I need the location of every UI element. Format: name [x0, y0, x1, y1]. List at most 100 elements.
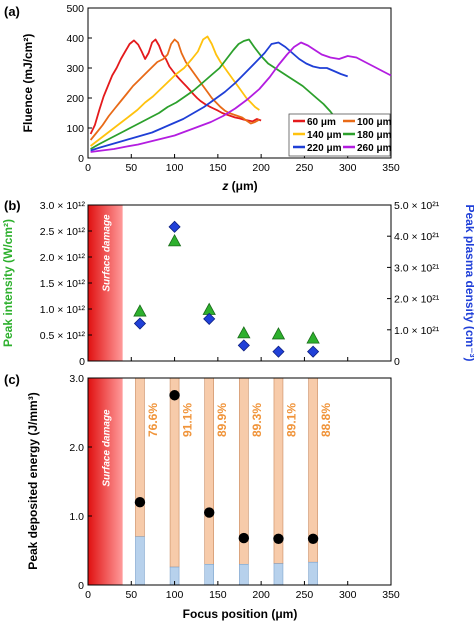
- x-axis-label-z-symbol: z: [221, 179, 228, 193]
- y-tick-label-c: 2.0: [69, 442, 84, 454]
- y-right-tick-label-b: 3.0 × 10²¹: [394, 262, 440, 274]
- deposited-energy-point: [134, 497, 146, 508]
- deposited-energy-chart: (c) Surface damage 0 1.0 2.0 3.0 0 50 100 150 2…: [4, 372, 400, 621]
- y-tick-label-a: 500: [66, 3, 84, 15]
- plot-area-c: [87, 377, 392, 586]
- percent-label: 89.1%: [284, 403, 298, 437]
- y-axis-label-plasma-density: Peak plasma density (cm⁻³): [463, 204, 474, 361]
- y-tick-label-a: 200: [66, 93, 84, 105]
- intensity-point: [167, 234, 182, 247]
- deposited-energy-point: [204, 507, 215, 518]
- panel-label-a: (a): [4, 4, 20, 19]
- surface-damage-region-c: [88, 378, 123, 585]
- panel-label-b: (b): [4, 198, 21, 213]
- percent-label: 89.9%: [215, 403, 229, 437]
- surface-damage-label-c: Surface damage: [101, 409, 112, 487]
- intensity-density-chart: (b) Surface damage 0 0.5 × 10¹² 1.0 × 10¹²…: [1, 198, 474, 368]
- y-axis-label-fluence: Fluence (mJ/cm²): [21, 34, 35, 133]
- legend-entry: 100 μm: [357, 117, 392, 128]
- y-left-tick-label-b: 0.5 × 10¹²: [40, 330, 86, 342]
- x-tick-label-c: 0: [85, 589, 91, 601]
- panel-label-c: (c): [4, 372, 20, 387]
- y-left-tick-label-b: 1.0 × 10¹²: [40, 304, 86, 316]
- percent-label: 91.1%: [181, 403, 195, 437]
- bar-lower-segment: [308, 561, 318, 586]
- x-tick-label-a: 100: [166, 162, 184, 174]
- x-tick-label-a: 50: [125, 162, 137, 174]
- plasma-density-point: [237, 339, 250, 352]
- y-tick-label-c: 1.0: [69, 511, 84, 523]
- y-axis-label-deposited-energy: Peak deposited energy (J/mm³): [26, 392, 40, 569]
- percent-label: 76.6%: [146, 403, 160, 437]
- x-tick-label-c: 100: [166, 589, 184, 601]
- y-left-tick-label-b: 1.5 × 10¹²: [40, 278, 86, 290]
- legend: 60 μm 100 μm 140 μm 180 μm 220 μm 260 μm: [288, 113, 392, 157]
- y-right-tick-label-b: 0: [394, 356, 400, 368]
- x-axis-label-z-unit: (μm): [228, 179, 257, 193]
- bar-upper-segment: [169, 377, 180, 568]
- y-tick-label-a: 300: [66, 63, 84, 75]
- y-left-tick-label-b: 3.0 × 10¹²: [40, 200, 86, 212]
- intensity-point: [306, 331, 320, 344]
- percent-label: 89.3%: [250, 403, 264, 437]
- bar-lower-segment: [239, 563, 249, 586]
- bar-upper-segment: [135, 377, 145, 537]
- series-line-100um: [89, 38, 260, 141]
- y-left-tick-label-b: 2.0 × 10¹²: [40, 252, 86, 264]
- y-tick-label-a: 0: [78, 153, 84, 165]
- legend-entry: 140 μm: [307, 130, 342, 141]
- y-tick-label-c: 3.0: [69, 373, 84, 385]
- plasma-density-point: [307, 345, 320, 358]
- bar-lower-segment: [204, 563, 214, 586]
- legend-box: [288, 113, 391, 157]
- y-tick-label-a: 100: [66, 123, 84, 135]
- x-tick-label-c: 300: [339, 589, 357, 601]
- deposited-energy-point: [273, 533, 284, 544]
- x-tick-label-a: 300: [339, 162, 357, 174]
- fluence-chart: (a) 0 100 200 300 400 500 0 50 100 150 200 250 300 3…: [4, 3, 400, 193]
- x-axis-label-focus-position: Focus position (μm): [183, 607, 298, 621]
- bar-upper-segment: [204, 377, 214, 565]
- deposited-energy-point: [307, 533, 319, 544]
- intensity-point: [271, 327, 286, 340]
- series-line-60um: [89, 38, 262, 135]
- y-tick-label-c: 0: [78, 580, 84, 592]
- deposited-energy-point: [169, 390, 180, 401]
- y-left-tick-label-b: 0: [79, 356, 85, 368]
- legend-entry: 220 μm: [307, 143, 342, 154]
- surface-damage-label-b: Surface damage: [101, 214, 112, 292]
- bar-lower-segment: [273, 563, 284, 586]
- plasma-density-point: [203, 312, 216, 325]
- x-tick-label-a: 350: [382, 162, 400, 174]
- y-right-tick-label-b: 5.0 × 10²¹: [394, 200, 440, 212]
- y-right-tick-label-b: 1.0 × 10²¹: [394, 325, 440, 337]
- y-right-tick-label-b: 4.0 × 10²¹: [394, 231, 440, 243]
- series-line-140um: [90, 35, 260, 147]
- series-line-260um: [90, 41, 392, 153]
- x-tick-label-c: 200: [252, 589, 270, 601]
- y-right-tick-label-b: 2.0 × 10²¹: [394, 294, 440, 306]
- intensity-point: [133, 304, 147, 317]
- x-tick-label-a: 150: [209, 162, 227, 174]
- intensity-point: [237, 326, 251, 339]
- y-left-tick-label-b: 2.5 × 10¹²: [40, 226, 86, 238]
- x-tick-label-a: 200: [252, 162, 270, 174]
- x-tick-label-a: 0: [85, 162, 91, 174]
- x-tick-label-c: 350: [382, 589, 400, 601]
- x-tick-label-c: 50: [125, 589, 137, 601]
- bar-lower-segment: [135, 536, 145, 586]
- percent-label: 88.8%: [319, 403, 333, 437]
- plasma-density-point: [272, 345, 285, 358]
- x-axis-label-z: z (μm): [221, 179, 257, 193]
- surface-damage-region-b: [88, 205, 123, 361]
- plasma-density-point: [168, 220, 181, 233]
- legend-entry: 60 μm: [307, 117, 336, 128]
- series-line-180um: [90, 38, 346, 150]
- x-tick-label-c: 150: [209, 589, 227, 601]
- deposited-energy-point: [238, 532, 250, 544]
- plasma-density-point: [133, 317, 147, 330]
- series-line-220um: [90, 41, 348, 152]
- plot-area-a: [87, 7, 392, 159]
- y-tick-label-a: 400: [66, 33, 84, 45]
- x-tick-label-c: 250: [296, 589, 314, 601]
